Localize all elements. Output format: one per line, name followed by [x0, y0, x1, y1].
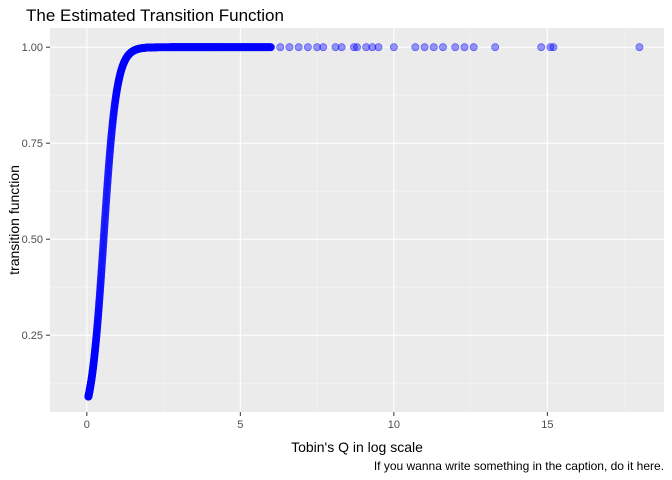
data-point-904 — [313, 43, 321, 52]
data-point-900 — [276, 43, 285, 52]
data-point-923 — [546, 43, 555, 52]
y-tick-label: 1.00 — [22, 42, 43, 54]
data-point-916 — [429, 43, 438, 52]
plot-panel — [50, 28, 664, 412]
data-point-910 — [362, 43, 371, 52]
x-axis-ticks: 0 5 10 15 — [84, 412, 553, 431]
data-points — [84, 43, 644, 401]
data-point-915 — [420, 43, 429, 52]
data-point-921 — [491, 43, 500, 52]
data-point-914 — [411, 43, 420, 52]
grid-major — [50, 28, 664, 412]
data-point-913 — [389, 43, 398, 52]
y-tick-label: 0.25 — [22, 330, 43, 342]
data-point-905 — [319, 43, 328, 52]
y-axis-ticks: 0.25 0.50 0.75 1.00 — [22, 42, 50, 342]
data-point-917 — [439, 43, 447, 52]
chart-caption: If you wanna write something in the capt… — [374, 459, 664, 473]
data-point-925 — [635, 43, 644, 52]
grid-minor — [50, 28, 664, 412]
data-point-918 — [451, 43, 460, 52]
data-point-907 — [337, 43, 346, 52]
data-point-922 — [537, 43, 546, 52]
data-point-899 — [267, 43, 275, 52]
data-point-906 — [331, 43, 340, 52]
data-point-920 — [469, 43, 478, 52]
x-axis-title: Tobin's Q in log scale — [291, 439, 423, 455]
y-axis-title: transition function — [6, 165, 22, 275]
data-point-912 — [374, 43, 383, 52]
x-tick-label: 5 — [237, 419, 243, 431]
data-point-902 — [294, 43, 303, 52]
data-point-924 — [549, 43, 558, 52]
chart-title: The Estimated Transition Function — [26, 6, 284, 25]
data-point-911 — [368, 43, 377, 52]
y-tick-label: 0.75 — [22, 138, 43, 150]
data-point-919 — [460, 43, 469, 52]
data-point-903 — [303, 43, 312, 52]
x-tick-label: 15 — [541, 419, 553, 431]
data-point-908 — [350, 43, 358, 52]
x-tick-label: 0 — [84, 419, 90, 431]
data-point-901 — [285, 43, 294, 52]
x-tick-label: 10 — [388, 419, 400, 431]
data-point-909 — [353, 43, 361, 52]
y-tick-label: 0.50 — [22, 234, 43, 246]
